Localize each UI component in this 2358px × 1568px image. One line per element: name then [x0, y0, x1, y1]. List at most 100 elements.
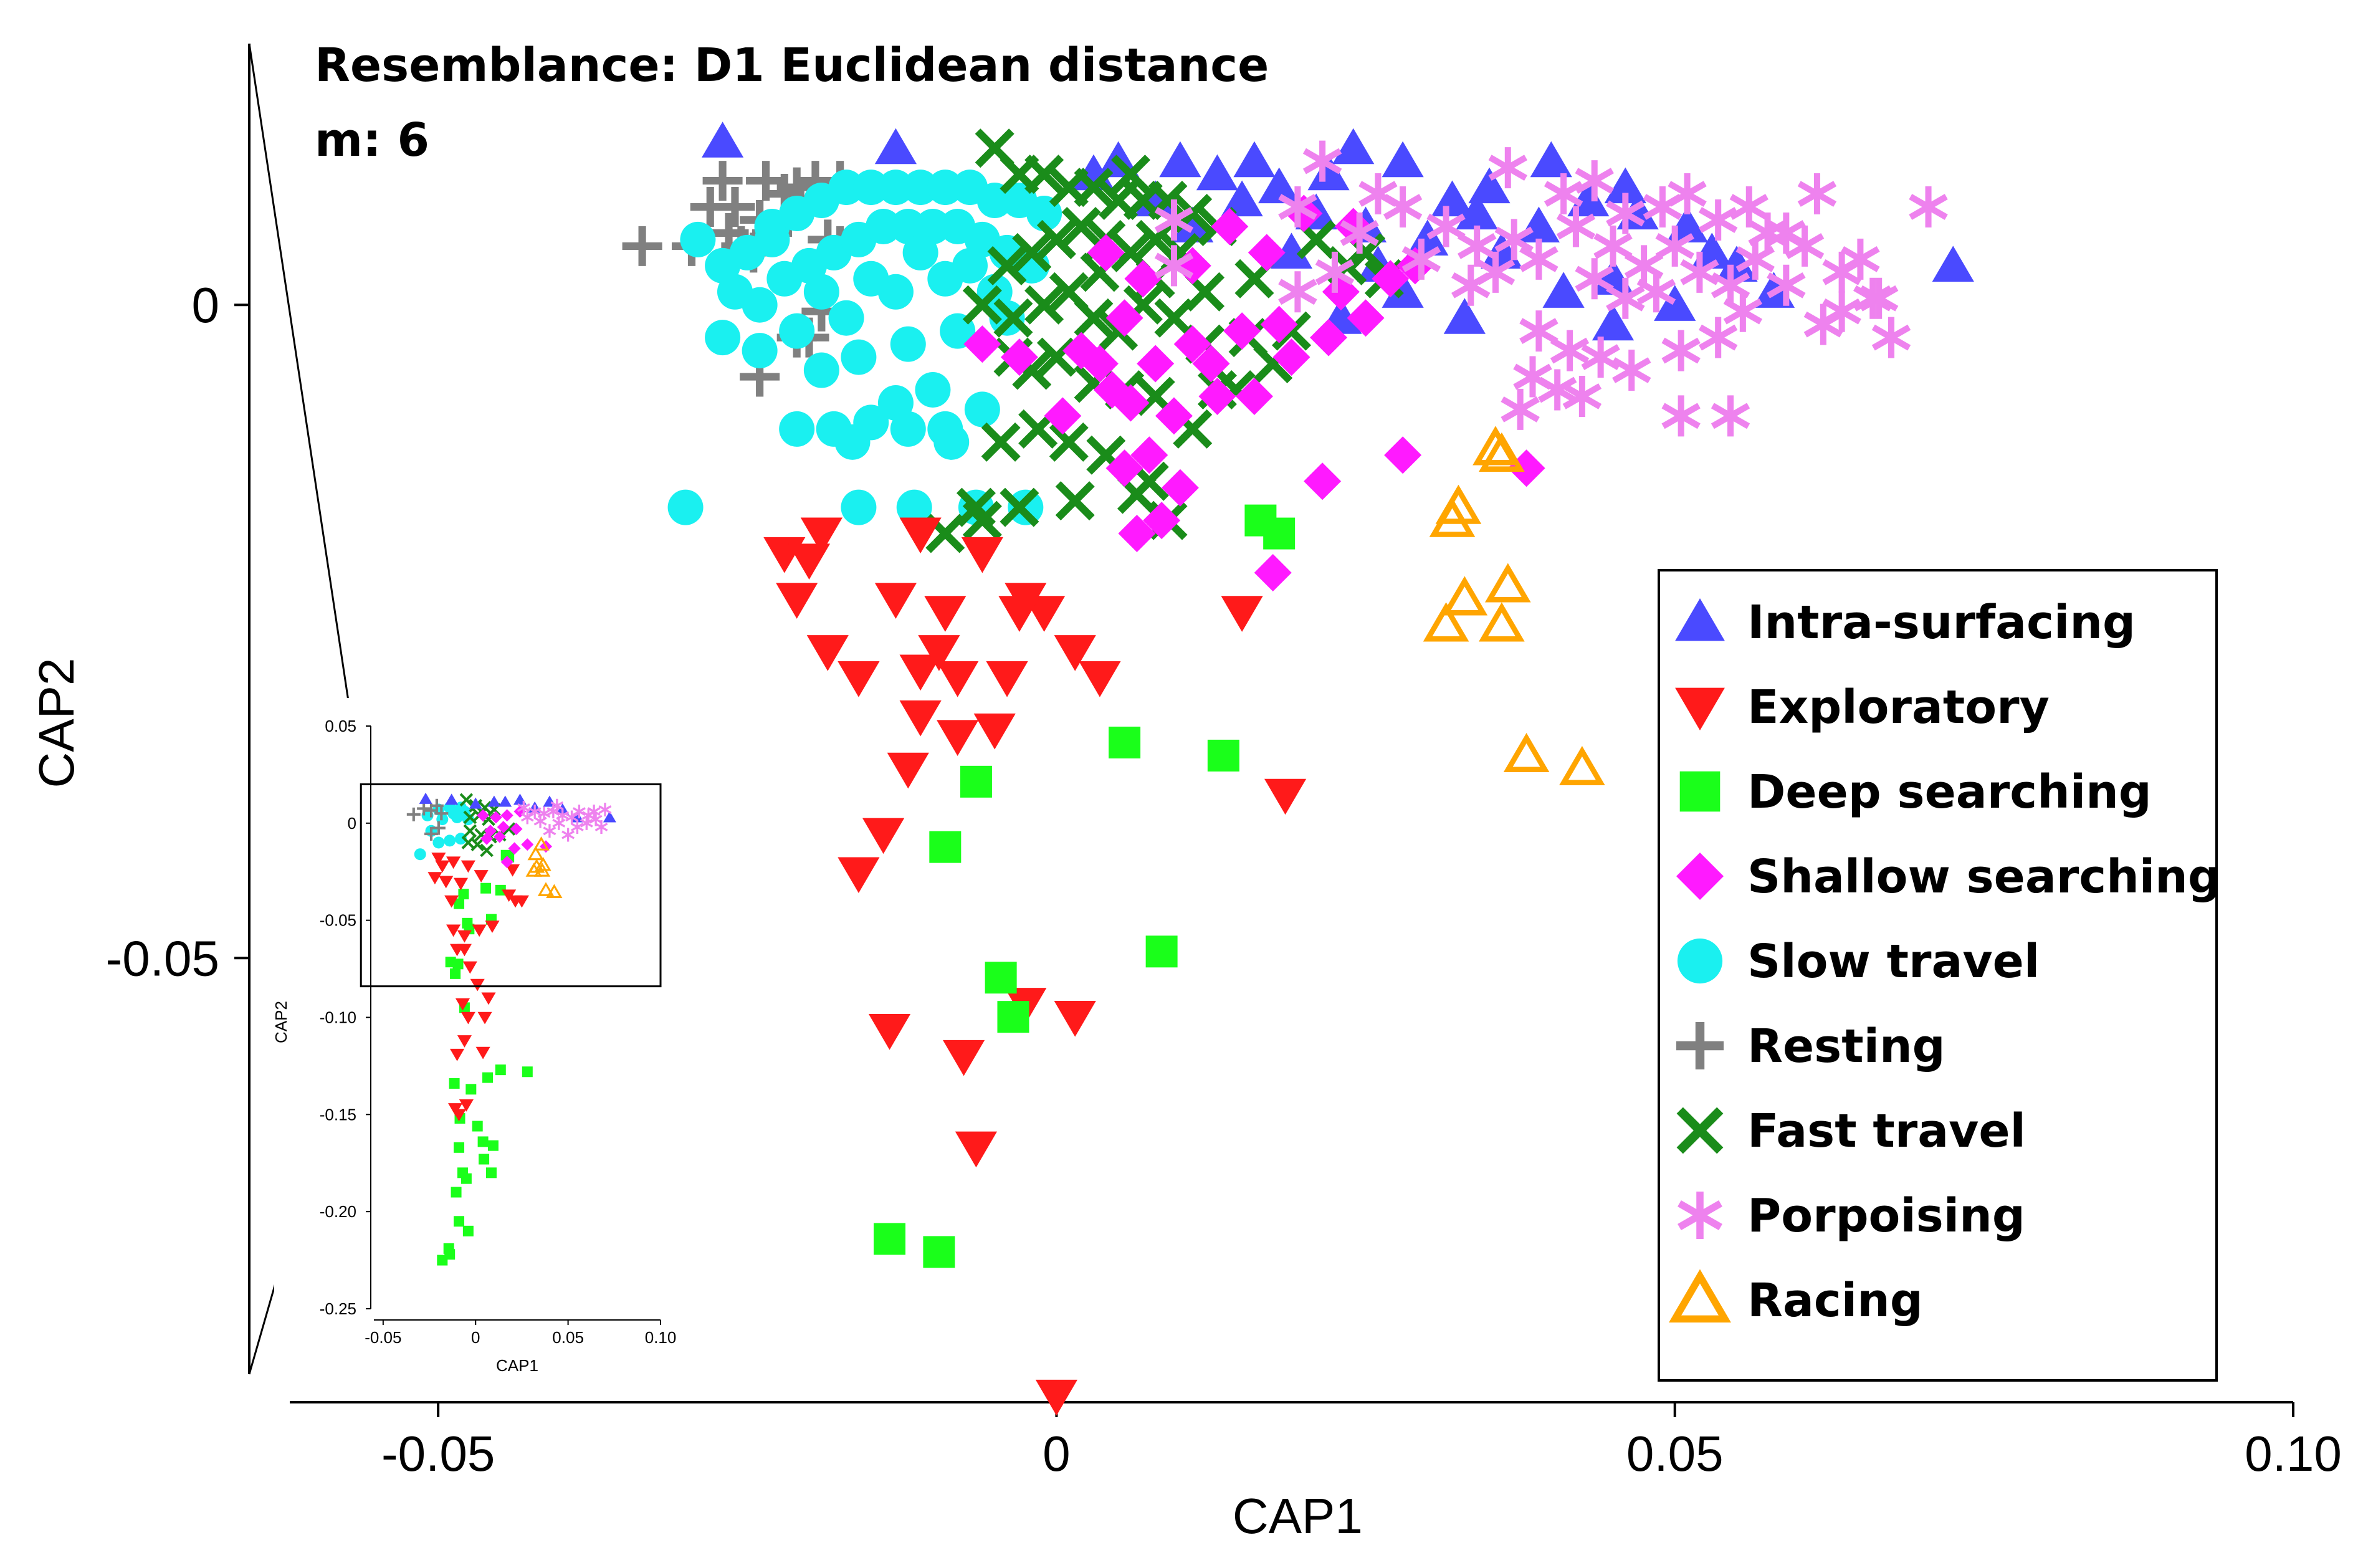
point-slow-travel-34 [803, 352, 839, 388]
series-porpoising [1154, 140, 1948, 437]
point-porpoising-23 [1426, 206, 1466, 247]
point-intra-surfacing-1 [874, 128, 917, 165]
inset-point-shallow-searching-12 [500, 856, 513, 869]
x-axis-title: CAP1 [1233, 1488, 1363, 1544]
point-shallow-searching-27 [1143, 502, 1181, 540]
inset-point-resting-6 [424, 826, 438, 841]
legend-label-resting: Resting [1747, 1020, 1945, 1073]
inset-point-racing-7 [546, 884, 563, 898]
inset-point-deep-searching-3 [495, 884, 506, 896]
inset-point-fast-travel-7 [463, 824, 477, 838]
inset-y-tick-label-6: -0.25 [320, 1299, 356, 1318]
inset-point-racing-5 [533, 863, 551, 877]
point-deep-searching-8 [997, 1001, 1029, 1033]
point-porpoising-54 [1315, 251, 1355, 293]
point-slow-travel-45 [877, 385, 914, 421]
point-porpoising-47 [1476, 251, 1516, 293]
point-exploratory-13 [986, 661, 1028, 697]
point-porpoising-20 [1871, 317, 1911, 358]
inset-point-exploratory-8 [446, 924, 461, 937]
inset-point-deep-searching-21 [454, 1142, 465, 1153]
point-exploratory-16 [899, 700, 942, 737]
point-racing-4 [1441, 576, 1488, 616]
point-intra-surfacing-7 [1932, 246, 1974, 282]
point-porpoising-36 [1612, 350, 1651, 391]
inset-point-racing-0 [533, 836, 550, 851]
inset-point-exploratory-29 [485, 920, 500, 934]
point-porpoising-49 [1340, 212, 1379, 254]
inset-point-slow-travel-0 [414, 848, 426, 861]
point-fast-travel-44 [1000, 487, 1039, 527]
point-intra-surfacing-27 [1654, 285, 1696, 321]
inset-point-deep-searching-16 [495, 1064, 506, 1076]
point-porpoising-39 [1562, 375, 1602, 417]
point-slow-travel-58 [803, 274, 839, 310]
point-intra-surfacing-6 [1530, 141, 1572, 178]
inset-series-exploratory [427, 853, 529, 1122]
point-porpoising-40 [1501, 388, 1540, 430]
inset-point-deep-searching-14 [465, 1084, 477, 1095]
inset-point-deep-searching-15 [482, 1072, 494, 1083]
series-deep-searching [874, 504, 1296, 1268]
point-shallow-searching-11 [1223, 312, 1261, 350]
point-fast-travel-16 [1135, 219, 1175, 259]
point-racing-5 [1484, 563, 1531, 603]
point-shallow-searching-15 [1347, 299, 1385, 337]
inset-point-exploratory-23 [459, 1099, 474, 1112]
legend-marker-exploratory [1675, 687, 1725, 730]
point-intra-surfacing-33 [1172, 206, 1214, 243]
point-intra-surfacing-25 [1443, 298, 1486, 334]
point-exploratory-21 [1264, 778, 1307, 815]
point-intra-surfacing-12 [1431, 180, 1474, 217]
inset-point-resting-0 [406, 807, 421, 821]
legend-marker-intra-surfacing [1675, 598, 1725, 641]
point-shallow-searching-14 [1310, 318, 1348, 356]
point-porpoising-46 [1451, 264, 1491, 306]
point-resting-14 [709, 213, 749, 253]
point-exploratory-18 [862, 818, 905, 854]
inset-point-exploratory-12 [462, 961, 477, 974]
point-porpoising-6 [1606, 193, 1645, 234]
inset-point-deep-searching-26 [462, 1225, 474, 1236]
inset-point-porpoising-12 [543, 824, 556, 838]
inset-point-slow-travel-12 [451, 811, 464, 823]
inset-point-shallow-searching-0 [477, 809, 490, 822]
point-fast-travel-10 [987, 246, 1027, 285]
point-exploratory-29 [918, 635, 960, 671]
point-porpoising-52 [1154, 245, 1194, 287]
inset-point-exploratory-26 [505, 864, 520, 877]
point-shallow-searching-1 [1124, 260, 1162, 298]
point-slow-travel-29 [779, 313, 815, 349]
resemblance-annotations: Resemblance: D1 Euclidean distance m: 6 [315, 39, 1269, 167]
point-shallow-searching-22 [1161, 469, 1199, 507]
inset-point-porpoising-9 [594, 820, 608, 834]
inset-data-points [406, 792, 616, 1266]
point-slow-travel-54 [742, 333, 778, 369]
point-racing-6 [1423, 602, 1469, 642]
point-slow-travel-39 [779, 411, 815, 447]
point-slow-travel-7 [853, 170, 889, 206]
point-exploratory-23 [942, 1040, 985, 1076]
inset-point-porpoising-15 [533, 814, 547, 828]
point-deep-searching-3 [1207, 739, 1239, 772]
inset-point-shallow-searching-5 [497, 821, 510, 834]
inset-point-intra-surfacing-5 [603, 811, 616, 823]
point-porpoising-3 [1488, 147, 1528, 189]
point-intra-surfacing-11 [1307, 154, 1350, 191]
point-porpoising-21 [1853, 277, 1893, 319]
inset-point-deep-searching-20 [477, 1136, 489, 1147]
point-fast-travel-2 [1024, 155, 1064, 194]
point-shallow-searching-23 [1304, 462, 1342, 500]
point-porpoising-38 [1537, 369, 1577, 411]
point-intra-surfacing-5 [1382, 141, 1424, 178]
point-intra-surfacing-22 [1716, 246, 1758, 282]
inset-point-exploratory-28 [427, 872, 442, 885]
point-deep-searching-9 [874, 1223, 906, 1255]
point-exploratory-11 [899, 654, 942, 691]
point-slow-travel-38 [989, 300, 1025, 336]
legend-label-slow-travel: Slow travel [1747, 935, 2040, 988]
x-tick-label-1: 0 [1043, 1426, 1071, 1481]
zoom-line-top [248, 43, 362, 785]
legend-label-shallow-searching: Shallow searching [1747, 850, 2221, 904]
